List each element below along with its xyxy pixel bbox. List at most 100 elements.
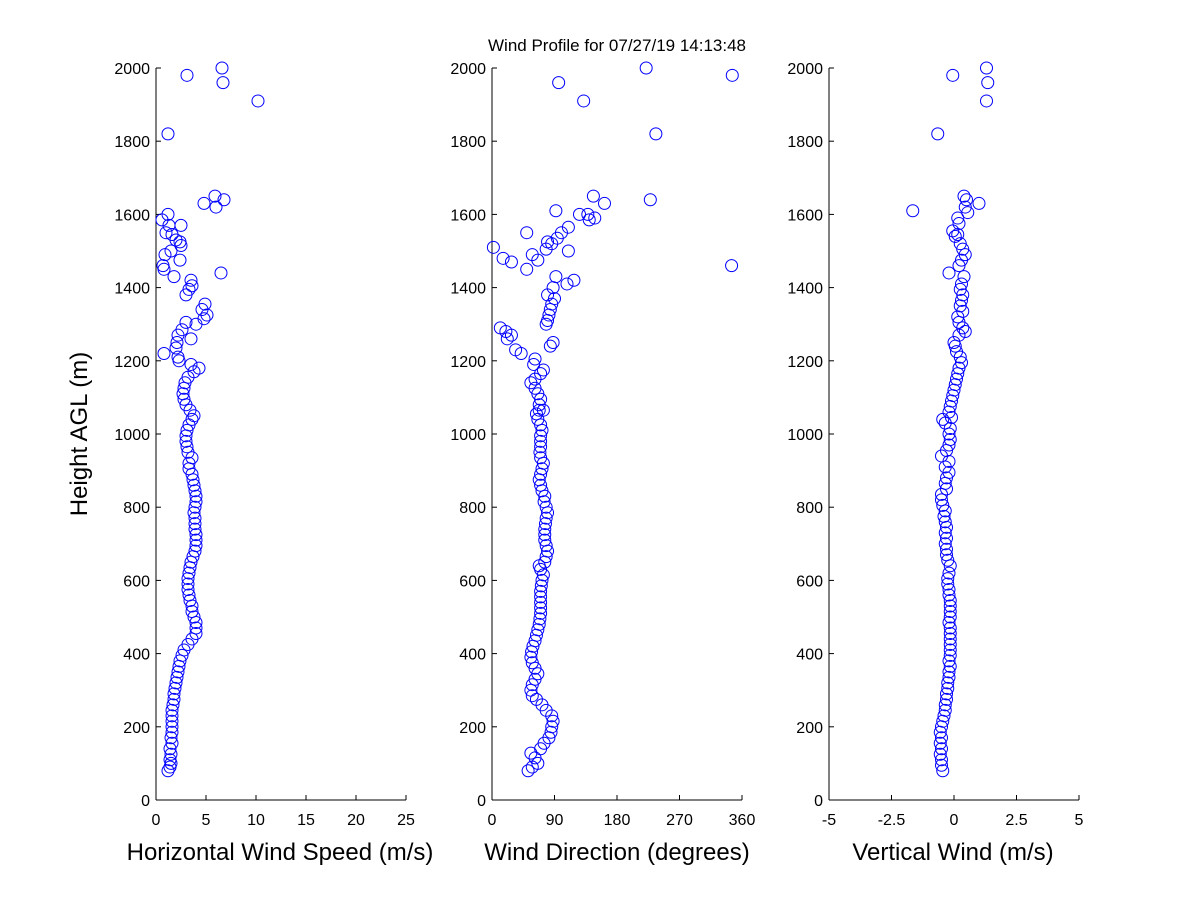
data-point-horizontal-wind-speed [165,703,179,717]
x-axis-label-wind-direction: Wind Direction (degrees) [484,839,749,866]
data-point-horizontal-wind-speed [180,423,194,437]
data-point-horizontal-wind-speed [159,226,173,240]
data-point-wind-direction [535,462,549,476]
x-tick-label-horizontal-wind-speed: 10 [247,812,265,829]
data-point-vertical-wind [942,654,956,668]
data-point-horizontal-wind-speed [182,566,196,580]
data-point-wind-direction [534,429,548,443]
y-tick-label-wind-direction: 1800 [450,134,486,151]
x-tick-label-vertical-wind: 2.5 [1005,812,1027,829]
x-tick-label-wind-direction: 270 [666,812,693,829]
data-point-horizontal-wind-speed [166,698,180,712]
y-tick-label-horizontal-wind-speed: 1400 [114,281,150,298]
data-point-horizontal-wind-speed [165,709,179,723]
data-point-horizontal-wind-speed [168,681,182,695]
data-point-wind-direction [524,376,538,390]
data-point-horizontal-wind-speed [167,687,181,701]
data-point-horizontal-wind-speed [188,484,202,498]
data-point-horizontal-wind-speed [175,648,189,662]
data-point-horizontal-wind-speed [183,594,197,608]
data-point-vertical-wind [906,204,920,218]
data-point-vertical-wind [931,127,945,141]
data-point-horizontal-wind-speed [165,736,179,750]
data-point-horizontal-wind-speed [189,539,203,553]
data-point-horizontal-wind-speed [184,332,198,346]
data-point-horizontal-wind-speed [167,270,181,284]
data-point-vertical-wind [943,643,957,657]
x-tick-label-vertical-wind: -5 [822,812,836,829]
data-point-horizontal-wind-speed [171,350,185,364]
data-point-vertical-wind [956,242,970,256]
data-point-horizontal-wind-speed [209,200,223,214]
data-point-wind-direction [598,196,611,210]
data-point-wind-direction [525,689,539,703]
data-point-wind-direction [524,650,538,664]
data-point-horizontal-wind-speed [164,244,178,258]
data-point-horizontal-wind-speed [189,495,203,509]
data-point-wind-direction [538,533,552,547]
data-point-wind-direction [639,61,653,75]
data-point-vertical-wind [953,282,967,296]
y-tick-label-vertical-wind: 1000 [787,427,823,444]
x-tick-label-wind-direction: 0 [488,812,497,829]
data-point-horizontal-wind-speed [169,341,183,355]
data-point-vertical-wind [957,189,971,203]
data-point-wind-direction [581,207,595,221]
data-point-vertical-wind [948,229,962,243]
x-tick-label-vertical-wind: 0 [950,812,959,829]
data-point-horizontal-wind-speed [181,577,195,591]
data-point-vertical-wind [946,68,960,82]
data-point-vertical-wind [941,681,955,695]
x-tick-label-horizontal-wind-speed: 5 [202,812,211,829]
y-tick-label-wind-direction: 1200 [450,354,486,371]
x-tick-label-horizontal-wind-speed: 25 [397,812,415,829]
data-point-wind-direction [539,539,553,553]
y-tick-label-vertical-wind: 1800 [787,134,823,151]
data-point-vertical-wind [942,266,956,280]
data-point-horizontal-wind-speed [181,445,195,459]
data-point-vertical-wind [958,200,972,214]
data-point-wind-direction [525,248,539,262]
data-point-wind-direction [538,528,552,542]
data-point-wind-direction [496,251,510,265]
x-axis-label-vertical-wind: Vertical Wind (m/s) [852,839,1053,866]
data-point-horizontal-wind-speed [217,193,231,207]
data-point-horizontal-wind-speed [156,259,170,273]
data-point-wind-direction [538,517,552,531]
data-point-wind-direction [549,270,563,284]
y-tick-label-horizontal-wind-speed: 800 [123,500,150,517]
data-point-vertical-wind [942,665,956,679]
data-point-vertical-wind [956,304,970,318]
y-tick-label-horizontal-wind-speed: 1200 [114,354,150,371]
data-point-wind-direction [561,244,575,258]
y-tick-label-wind-direction: 0 [477,793,486,810]
x-tick-label-horizontal-wind-speed: 0 [152,812,161,829]
data-point-wind-direction [534,590,548,604]
data-point-wind-direction [534,478,548,492]
data-point-horizontal-wind-speed [170,336,184,349]
data-point-vertical-wind [936,498,950,512]
data-point-vertical-wind [952,259,966,273]
data-point-wind-direction [486,240,500,254]
data-point-vertical-wind [972,196,986,210]
data-point-wind-direction [535,573,549,587]
data-point-vertical-wind [938,515,952,529]
data-point-vertical-wind [952,361,966,375]
data-point-horizontal-wind-speed [188,544,202,558]
y-tick-label-horizontal-wind-speed: 400 [123,647,150,664]
data-point-vertical-wind [941,676,955,690]
data-point-wind-direction [561,220,575,234]
data-point-horizontal-wind-speed [165,228,179,242]
data-point-vertical-wind [937,509,951,523]
data-point-wind-direction [534,440,548,454]
data-point-horizontal-wind-speed [182,588,196,602]
data-point-horizontal-wind-speed [197,312,211,326]
y-tick-label-wind-direction: 600 [459,573,486,590]
data-point-horizontal-wind-speed [165,720,179,734]
data-point-vertical-wind [940,542,953,556]
y-tick-label-vertical-wind: 1600 [787,207,823,224]
data-point-horizontal-wind-speed [180,68,194,82]
y-tick-label-horizontal-wind-speed: 0 [141,793,150,810]
data-point-wind-direction [725,68,739,82]
x-tick-label-wind-direction: 360 [729,812,756,829]
